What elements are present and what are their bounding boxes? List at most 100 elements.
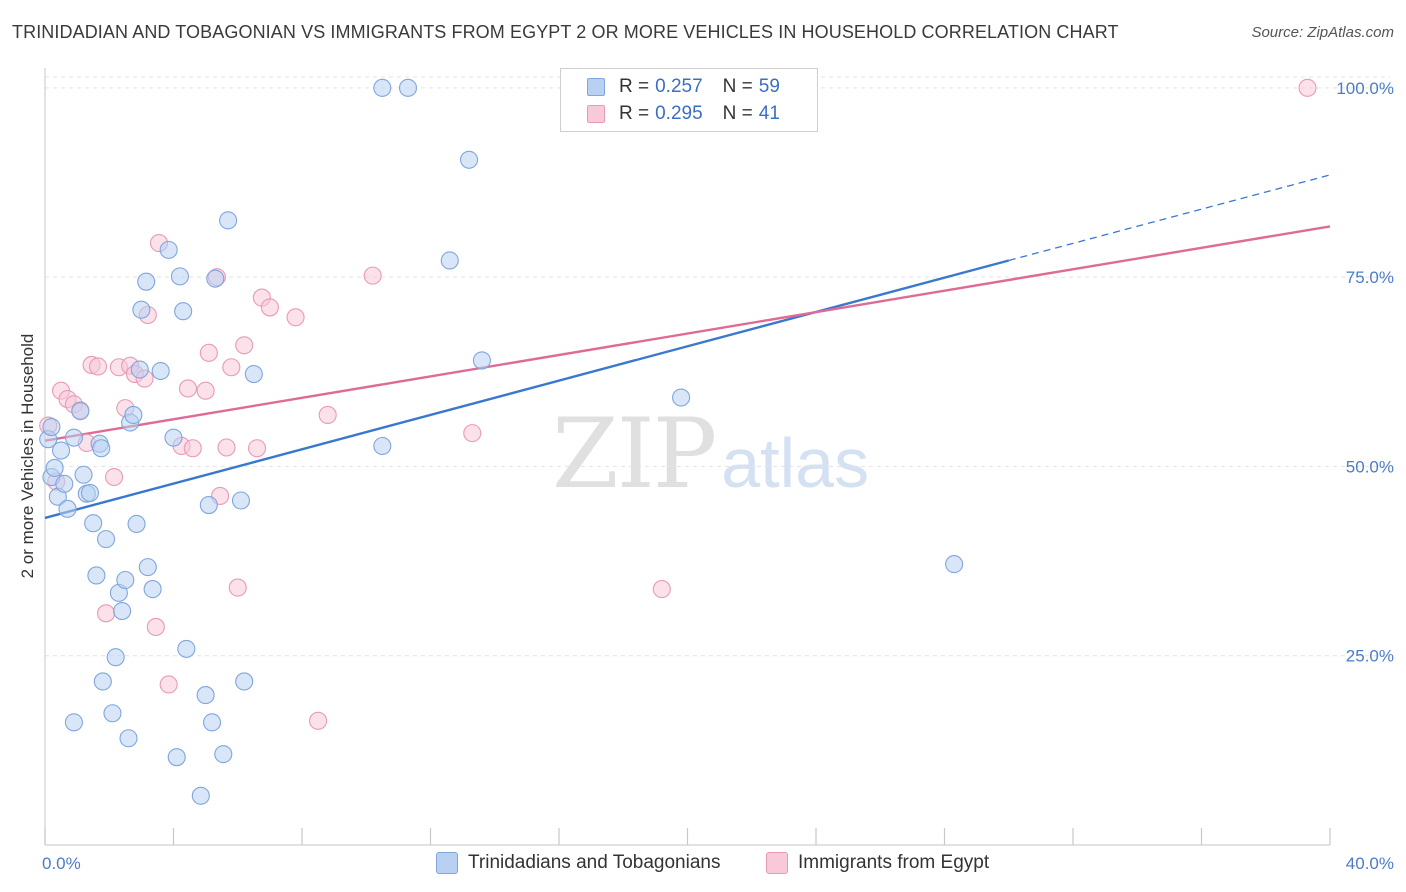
trendline-series-a	[44, 174, 1331, 520]
data-point-series-a	[199, 495, 218, 515]
data-point-series-b	[178, 379, 198, 398]
data-point-series-a	[159, 240, 178, 259]
legend-item-series-b[interactable]: Immigrants from Egypt	[766, 852, 989, 874]
legend-n-label: N =	[722, 76, 753, 97]
points-series-b	[39, 78, 1317, 730]
data-point-series-a	[113, 601, 132, 621]
data-point-series-b	[247, 439, 267, 458]
data-point-series-b	[309, 711, 328, 730]
trendline-series-b	[44, 225, 1331, 442]
data-point-series-a	[87, 566, 106, 585]
chart-title: TRINIDADIAN AND TOBAGONIAN VS IMMIGRANTS…	[12, 22, 1119, 42]
data-point-series-a	[116, 570, 135, 590]
data-point-series-a	[459, 150, 479, 169]
y-axis-label: 2 or more Vehicles in Household	[18, 333, 37, 579]
x-tick-label: 40.0%	[1346, 854, 1394, 873]
data-point-series-b	[652, 580, 671, 599]
data-point-series-b	[463, 424, 482, 443]
data-point-series-b	[1298, 78, 1317, 97]
data-point-series-a	[124, 405, 143, 424]
data-point-series-a	[138, 558, 157, 577]
data-point-series-a	[58, 499, 77, 518]
gridlines	[45, 76, 1390, 657]
data-point-series-b	[199, 343, 218, 362]
y-tick-label: 100.0%	[1336, 79, 1394, 98]
data-point-series-a	[174, 302, 193, 321]
data-point-series-a	[92, 439, 111, 458]
legend-n-label: N =	[722, 103, 753, 124]
data-point-series-a	[219, 211, 238, 230]
data-point-series-b	[318, 405, 337, 424]
data-point-series-b	[96, 604, 116, 623]
data-point-series-b	[363, 266, 382, 285]
legend-swatch-series-a	[587, 78, 605, 96]
legend-item-series-a[interactable]: Trinidadians and Tobagonians	[436, 852, 720, 874]
legend-label-series-a: Trinidadians and Tobagonians	[468, 852, 721, 873]
data-point-series-a	[440, 251, 459, 270]
points-series-a	[39, 78, 964, 805]
data-point-series-a	[130, 360, 149, 379]
legend-swatch-series-a	[436, 852, 458, 874]
x-tick-label: 0.0%	[42, 854, 81, 873]
watermark-atlas: atlas	[721, 424, 870, 502]
data-point-series-a	[42, 418, 61, 437]
data-point-series-a	[170, 267, 189, 286]
legend-label-series-b: Immigrants from Egypt	[798, 852, 990, 873]
legend-row-series-b: R = 0.295 N = 41	[587, 102, 780, 126]
legend-r-label: R =	[619, 76, 650, 97]
data-point-series-a	[132, 300, 151, 319]
trendline-series-b	[44, 225, 1331, 442]
data-point-series-a	[64, 428, 83, 447]
legend-r-value-series-b: 0.295	[655, 103, 703, 124]
correlation-legend: R = 0.257 N = 59 R = 0.295 N = 41	[560, 68, 818, 132]
data-point-series-a	[93, 672, 112, 691]
data-point-series-b	[235, 336, 254, 355]
data-point-series-a	[373, 78, 392, 97]
data-point-series-a	[398, 78, 418, 97]
data-point-series-b	[88, 357, 108, 376]
legend-row-series-a: R = 0.257 N = 59	[587, 75, 780, 99]
data-point-series-b	[146, 617, 165, 636]
y-tick-label: 75.0%	[1346, 268, 1394, 287]
series-legend: Trinidadians and Tobagonians Immigrants …	[0, 852, 1406, 878]
data-point-series-a	[244, 365, 263, 384]
axes	[44, 68, 1331, 846]
data-point-series-b	[286, 308, 305, 327]
legend-n-value-series-a: 59	[758, 76, 780, 97]
data-point-series-a	[203, 713, 222, 732]
data-point-series-a	[103, 704, 122, 723]
legend-swatch-series-b	[587, 105, 605, 123]
data-point-series-a	[45, 458, 64, 477]
data-point-series-a	[151, 361, 170, 381]
data-point-series-a	[71, 402, 90, 421]
data-point-series-a	[143, 580, 162, 599]
data-point-series-a	[191, 786, 210, 805]
data-point-series-a	[472, 351, 491, 370]
legend-swatch-series-b	[766, 852, 788, 874]
y-tick-label: 50.0%	[1346, 457, 1394, 476]
watermark: ZIPatlas	[552, 398, 869, 510]
data-point-series-a	[235, 672, 254, 691]
data-point-series-a	[206, 269, 225, 288]
data-point-series-a	[84, 514, 103, 533]
data-point-series-a	[137, 272, 156, 291]
data-point-series-b	[196, 381, 215, 400]
data-point-series-a	[74, 465, 93, 484]
data-point-series-a	[106, 648, 125, 667]
watermark-zip: ZIP	[552, 398, 717, 510]
data-point-series-b	[105, 467, 124, 487]
legend-n-value-series-b: 41	[758, 103, 780, 124]
data-point-series-a	[96, 530, 116, 549]
data-point-series-b	[159, 675, 178, 694]
data-point-series-a	[196, 686, 215, 705]
data-point-series-a	[119, 729, 138, 748]
data-point-series-a	[231, 491, 251, 510]
legend-r-value-series-a: 0.257	[655, 76, 703, 97]
data-point-series-a	[672, 388, 691, 407]
trendline-dashed-series-a	[1008, 174, 1331, 262]
data-point-series-a	[945, 555, 964, 574]
data-point-series-a	[373, 436, 392, 456]
data-point-series-a	[64, 713, 83, 732]
data-point-series-a	[214, 745, 233, 764]
data-point-series-a	[127, 514, 146, 534]
